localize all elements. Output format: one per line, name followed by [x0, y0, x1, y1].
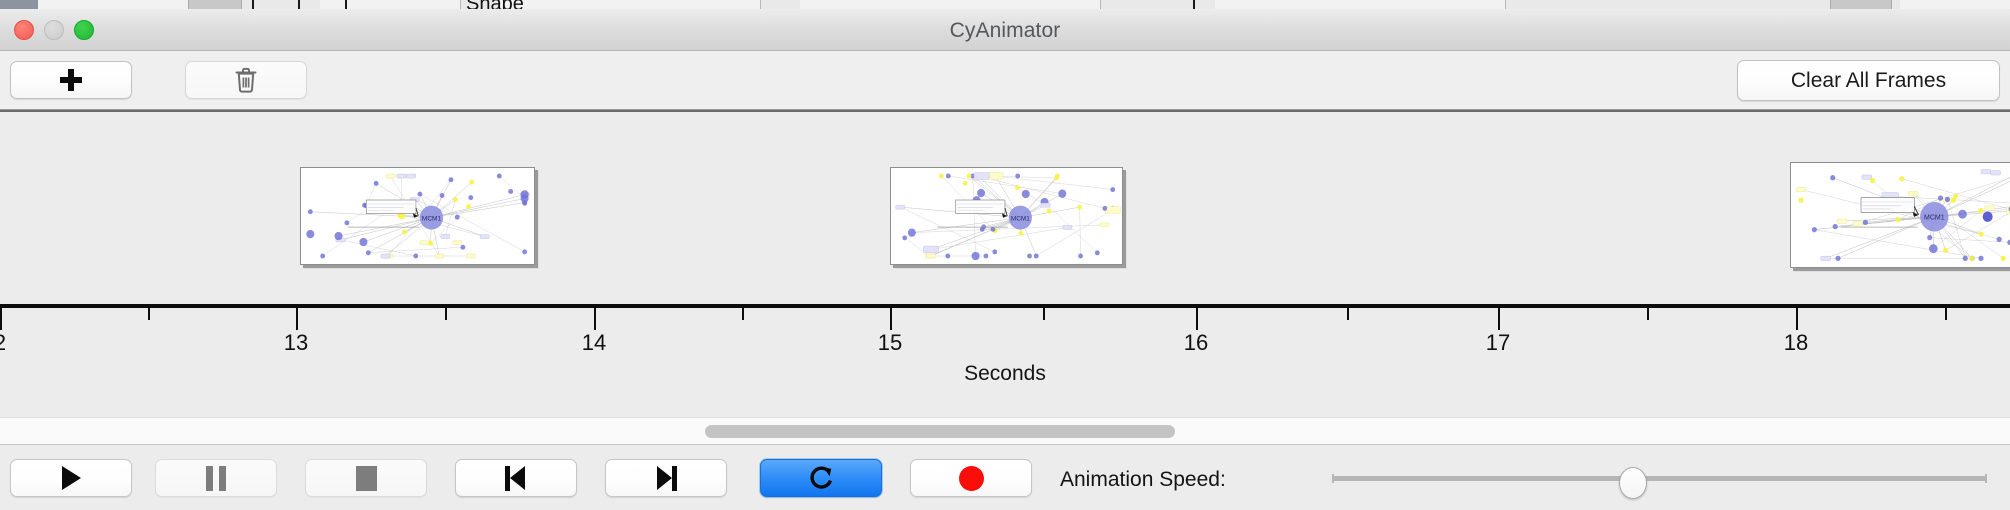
ruler-tick-major	[890, 308, 892, 330]
keyframe-thumbnail[interactable]: MCM1	[890, 167, 1123, 265]
ruler-tick-label: 2	[0, 330, 6, 356]
stop-button[interactable]	[305, 459, 427, 497]
ruler-tick-label: 18	[1783, 330, 1809, 355]
record-button[interactable]	[910, 459, 1032, 497]
ruler-tick-minor	[1347, 308, 1349, 320]
ruler-tick-major	[1498, 308, 1500, 330]
ruler-tick-label: 14	[581, 330, 607, 355]
slider-cap-left	[1332, 474, 1334, 483]
maximize-icon[interactable]	[74, 20, 94, 40]
ruler-tick-minor	[445, 308, 447, 320]
play-icon	[61, 466, 81, 490]
minimize-icon[interactable]	[44, 20, 64, 40]
window-title: CyAnimator	[949, 19, 1061, 42]
ruler-tick-label: 15	[877, 330, 903, 355]
stop-icon	[355, 465, 377, 491]
skip-to-start-button[interactable]	[455, 459, 577, 497]
animation-speed-label: Animation Speed:	[1060, 468, 1226, 491]
ruler-tick-major	[594, 308, 596, 330]
playback-toolbar: Animation Speed:	[0, 446, 2010, 510]
trash-icon	[235, 67, 257, 93]
ruler-tick-minor	[148, 308, 150, 320]
loop-button[interactable]	[760, 459, 882, 497]
ruler-tick-label: 17	[1485, 330, 1511, 355]
timeline-axis-title: Seconds	[964, 362, 1046, 385]
background-window-label: Shape	[466, 0, 524, 9]
ruler-tick-minor	[1043, 308, 1045, 320]
skip-forward-icon	[655, 465, 677, 491]
ruler-tick-major	[0, 308, 2, 330]
svg-text:MCM1: MCM1	[422, 215, 441, 222]
background-window-strip: Shape	[0, 0, 2010, 9]
pause-button[interactable]	[155, 459, 277, 497]
toolbar-separator	[0, 109, 2010, 112]
titlebar: CyAnimator	[0, 9, 2010, 51]
record-icon	[958, 465, 984, 491]
add-frame-button[interactable]	[10, 61, 132, 99]
timeline-scrollbar-thumb[interactable]	[705, 425, 1175, 438]
clear-all-frames-label: Clear All Frames	[1790, 68, 1947, 92]
svg-text:MCM1: MCM1	[1924, 214, 1945, 222]
svg-text:MCM1: MCM1	[1011, 215, 1030, 222]
ruler-tick-label: 16	[1183, 330, 1209, 355]
ruler-tick-major	[296, 308, 298, 330]
timeline-ruler-line	[0, 304, 2010, 308]
ruler-tick-minor	[1647, 308, 1649, 320]
slider-cap-right	[1985, 474, 1987, 483]
window-control-group	[14, 20, 94, 40]
plus-icon	[60, 69, 82, 91]
ruler-tick-major	[1196, 308, 1198, 330]
ruler-tick-label: 13	[283, 330, 309, 355]
play-button[interactable]	[10, 459, 132, 497]
clear-all-frames-button[interactable]: Clear All Frames	[1737, 60, 2000, 101]
timeline-scrollbar[interactable]	[0, 417, 2010, 445]
loop-icon	[810, 466, 833, 489]
ruler-tick-minor	[742, 308, 744, 320]
frame-toolbar: Clear All Frames	[0, 51, 2010, 110]
ruler-tick-major	[1796, 308, 1798, 330]
keyframe-thumbnail[interactable]: MCM1	[300, 167, 535, 265]
delete-frame-button[interactable]	[185, 61, 307, 99]
close-icon[interactable]	[14, 20, 34, 40]
pause-icon	[206, 465, 226, 491]
slider-thumb[interactable]	[1619, 467, 1648, 499]
keyframe-thumbnail[interactable]: MCM1	[1790, 162, 2010, 268]
ruler-tick-minor	[1945, 308, 1947, 320]
timeline-panel[interactable]: MCM1 MCM1 MCM1 2 13 14 15 16 17 18 Seconds	[0, 112, 2010, 417]
skip-to-end-button[interactable]	[605, 459, 727, 497]
animation-speed-slider[interactable]	[1332, 459, 1987, 499]
slider-track	[1332, 476, 1987, 481]
skip-backward-icon	[505, 465, 527, 491]
